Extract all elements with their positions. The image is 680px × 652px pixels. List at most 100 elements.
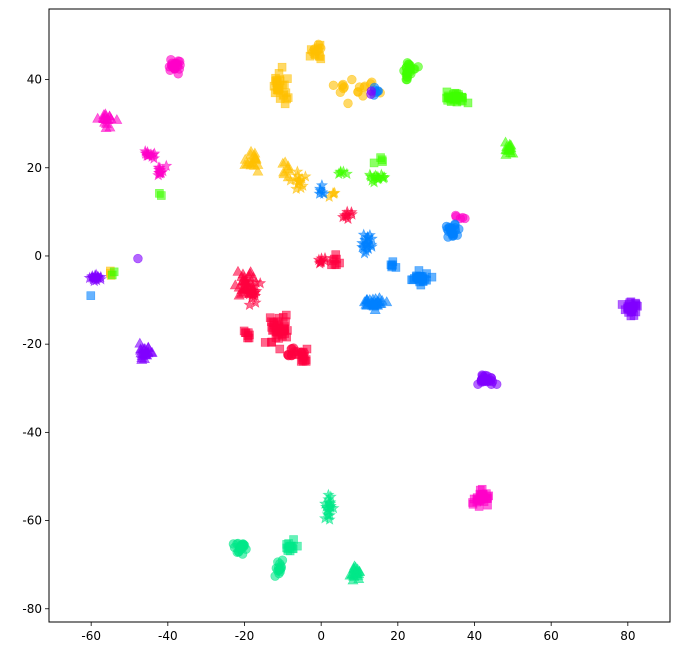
data-point-square xyxy=(274,69,284,78)
y-tick-label: -80 xyxy=(22,602,42,616)
data-point-circle xyxy=(347,74,357,85)
data-point-circle xyxy=(343,98,353,109)
x-tick-label: 0 xyxy=(317,629,325,643)
data-point-triangle xyxy=(278,168,290,179)
data-point-circle xyxy=(366,86,377,96)
data-point-triangle xyxy=(245,145,257,156)
data-point-triangle xyxy=(353,573,365,584)
data-point-triangle xyxy=(136,353,148,364)
data-point-star xyxy=(361,241,374,253)
data-point-star xyxy=(160,159,173,172)
data-point-circle xyxy=(486,375,496,386)
data-point-triangle xyxy=(229,279,241,290)
data-point-square xyxy=(482,494,491,503)
data-point-triangle xyxy=(367,297,379,307)
y-tick-label: 40 xyxy=(27,73,42,87)
data-point-square xyxy=(316,54,326,64)
data-point-circle xyxy=(228,539,239,549)
data-point-square xyxy=(282,332,291,342)
data-point-square xyxy=(275,344,285,354)
x-tick-label: -60 xyxy=(81,629,101,643)
data-point-square xyxy=(260,338,270,347)
data-point-circle xyxy=(164,62,175,72)
data-point-square xyxy=(378,157,387,166)
data-point-star xyxy=(323,513,336,525)
data-point-circle xyxy=(133,253,143,264)
data-point-square xyxy=(329,254,339,264)
data-point-star xyxy=(242,287,255,299)
data-point-square xyxy=(272,85,282,95)
data-point-circle xyxy=(476,376,487,386)
data-point-triangle xyxy=(138,343,150,354)
data-point-star xyxy=(154,166,167,179)
data-point-star xyxy=(291,165,304,177)
data-point-star xyxy=(246,279,260,291)
data-point-triangle xyxy=(369,304,381,315)
data-point-square xyxy=(369,158,379,168)
data-point-star xyxy=(321,508,334,520)
y-tick-label: -20 xyxy=(22,337,42,351)
data-point-square xyxy=(279,324,289,334)
x-tick-label: -40 xyxy=(158,629,178,643)
data-point-square xyxy=(415,275,424,285)
data-point-star xyxy=(291,178,304,190)
y-tick-label: -60 xyxy=(22,514,42,528)
data-point-square xyxy=(86,291,96,300)
y-tick-label: -40 xyxy=(22,425,42,439)
data-point-star xyxy=(91,271,104,284)
data-point-square xyxy=(387,261,397,270)
plot-area xyxy=(49,9,670,622)
x-tick-label: 40 xyxy=(467,629,482,643)
data-point-triangle xyxy=(279,156,291,167)
data-point-triangle xyxy=(98,113,110,124)
data-point-circle xyxy=(402,58,413,68)
data-point-triangle xyxy=(111,114,123,124)
data-point-square xyxy=(278,91,288,100)
data-point-star xyxy=(254,276,267,289)
data-point-star xyxy=(328,186,341,198)
data-point-square xyxy=(456,95,465,105)
data-point-square xyxy=(268,326,277,335)
data-point-star xyxy=(144,148,158,160)
data-point-circle xyxy=(354,82,365,92)
data-point-circle xyxy=(308,47,318,57)
data-point-star xyxy=(367,170,381,183)
y-tick-label: 20 xyxy=(27,161,42,175)
data-point-square xyxy=(155,189,164,198)
data-point-circle xyxy=(402,66,413,77)
x-tick-label: 80 xyxy=(620,629,635,643)
data-point-triangle xyxy=(352,563,364,574)
data-point-star xyxy=(338,209,352,221)
y-axis: -80 -60 -40 -20 0 20 40 xyxy=(22,73,49,616)
data-point-square xyxy=(288,544,297,553)
data-point-star xyxy=(319,254,332,267)
data-point-circle xyxy=(335,87,346,98)
data-point-square xyxy=(273,317,282,326)
x-tick-label: 20 xyxy=(390,629,405,643)
data-point-triangle xyxy=(104,121,116,132)
y-tick-label: 0 xyxy=(34,249,42,263)
data-point-triangle xyxy=(252,165,264,176)
data-point-triangle xyxy=(249,153,261,164)
points-layer xyxy=(83,39,642,585)
data-point-square xyxy=(243,333,252,343)
data-point-triangle xyxy=(239,158,251,169)
plot-frame xyxy=(48,8,671,623)
data-point-star xyxy=(332,167,345,180)
data-point-triangle xyxy=(237,275,249,286)
data-point-circle xyxy=(274,565,285,575)
data-point-triangle xyxy=(376,294,388,305)
data-point-triangle xyxy=(239,153,251,164)
data-point-star xyxy=(316,186,329,198)
data-point-circle xyxy=(328,80,339,90)
data-point-triangle xyxy=(347,568,359,579)
data-point-triangle xyxy=(505,147,517,158)
data-point-square xyxy=(626,307,636,316)
data-point-square xyxy=(107,270,117,280)
data-point-square xyxy=(633,301,642,311)
x-tick-label: -20 xyxy=(235,629,255,643)
x-tick-label: 60 xyxy=(544,629,559,643)
data-point-square xyxy=(469,494,479,504)
data-point-circle xyxy=(292,346,302,357)
